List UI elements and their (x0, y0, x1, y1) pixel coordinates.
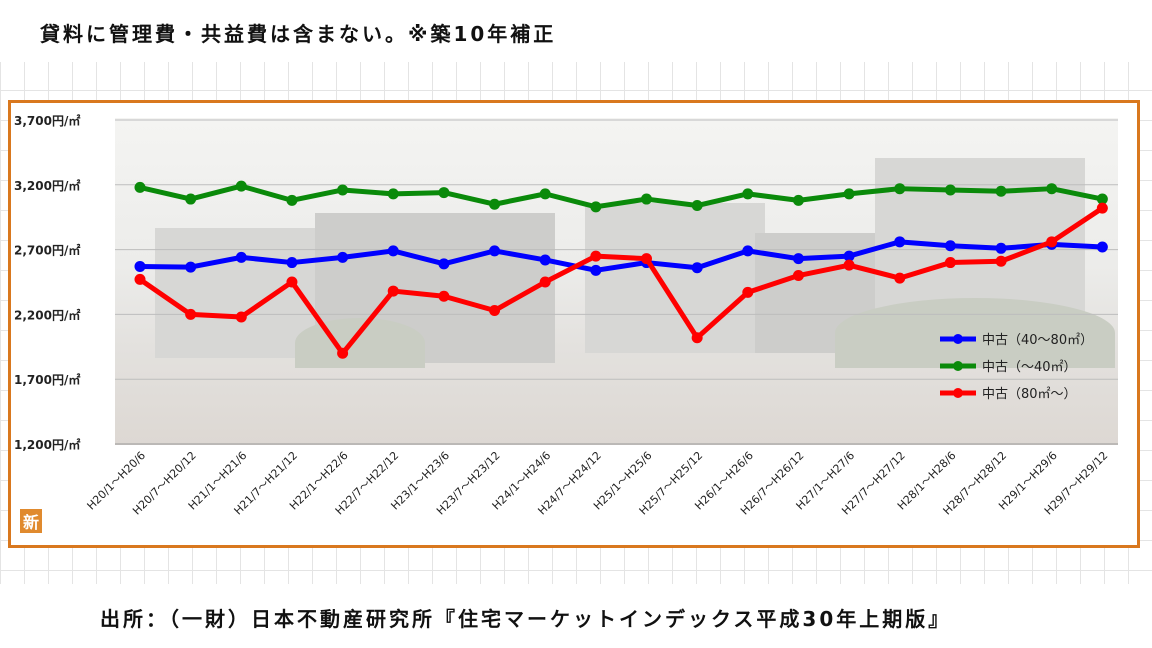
data-point (185, 308, 197, 320)
new-badge-icon: 新 (20, 509, 42, 533)
data-point (641, 253, 652, 265)
data-point (792, 194, 804, 206)
y-tick-label: 3,200円/㎡ (14, 178, 80, 193)
data-point (1046, 236, 1058, 248)
data-point (742, 245, 754, 257)
data-point (995, 242, 1007, 254)
data-point (539, 254, 551, 266)
data-point (792, 270, 804, 282)
data-point (691, 262, 703, 274)
data-point (134, 273, 146, 285)
data-point (1096, 193, 1108, 205)
data-point (489, 198, 501, 210)
data-point (894, 183, 906, 195)
data-point (387, 245, 399, 257)
data-point (691, 332, 703, 344)
data-point (438, 258, 450, 270)
data-point (590, 264, 602, 276)
data-point (134, 181, 146, 193)
data-point (286, 257, 298, 269)
data-point (1096, 202, 1108, 214)
legend-marker (953, 334, 963, 344)
data-point (235, 251, 247, 263)
footer-band (0, 584, 1152, 648)
legend-label: 中古（80㎡～） (982, 387, 1077, 402)
data-point (792, 253, 804, 265)
data-point (944, 240, 956, 252)
series-line (138, 206, 1104, 356)
data-point (843, 259, 855, 271)
data-point (489, 305, 501, 317)
data-point (286, 194, 298, 206)
y-tick-label: 2,200円/㎡ (14, 307, 80, 322)
building-shape (585, 203, 765, 353)
data-point (691, 200, 703, 212)
data-point (742, 188, 754, 200)
data-point (337, 184, 349, 196)
header-band (0, 0, 1152, 62)
legend-label: 中古（～40㎡） (982, 360, 1077, 375)
data-point (590, 250, 602, 262)
data-point (539, 276, 551, 288)
data-point (438, 187, 450, 199)
y-tick-label: 3,700円/㎡ (14, 113, 80, 128)
data-point (337, 347, 349, 359)
data-point (1096, 241, 1108, 253)
data-point (286, 276, 298, 288)
y-tick-label: 1,200円/㎡ (14, 437, 80, 452)
data-point (995, 185, 1007, 197)
y-tick-label: 2,700円/㎡ (14, 243, 80, 258)
series-line (139, 183, 1103, 210)
data-point (944, 257, 956, 269)
data-point (185, 193, 197, 205)
data-point (944, 184, 956, 196)
data-point (235, 311, 247, 323)
data-point (539, 188, 551, 200)
data-point (894, 272, 906, 284)
legend-label: 中古（40～80㎡） (982, 333, 1093, 348)
source-note: 出所：（一財）日本不動産研究所『住宅マーケットインデックス平成30年上期版』 (100, 607, 952, 631)
data-point (387, 285, 399, 297)
legend-marker (953, 388, 963, 398)
data-point (843, 250, 855, 262)
series-line (139, 239, 1103, 273)
data-point (489, 245, 501, 257)
tree-shape (835, 298, 1115, 368)
tree-shape (295, 318, 425, 368)
y-tick-label: 1,700円/㎡ (14, 372, 80, 387)
data-point (1046, 183, 1058, 195)
page-title: 貸料に管理費・共益費は含まない。※築10年補正 (40, 22, 557, 46)
data-point (641, 193, 652, 205)
legend-marker (953, 361, 963, 371)
data-point (843, 188, 855, 200)
data-point (235, 180, 247, 192)
data-point (742, 286, 754, 298)
background-photo (115, 118, 1118, 445)
data-point (337, 251, 349, 263)
data-point (438, 290, 450, 302)
data-point (995, 255, 1007, 267)
data-point (894, 236, 906, 248)
data-point (134, 260, 146, 272)
data-point (590, 201, 602, 213)
data-point (185, 261, 197, 273)
data-point (387, 188, 399, 200)
